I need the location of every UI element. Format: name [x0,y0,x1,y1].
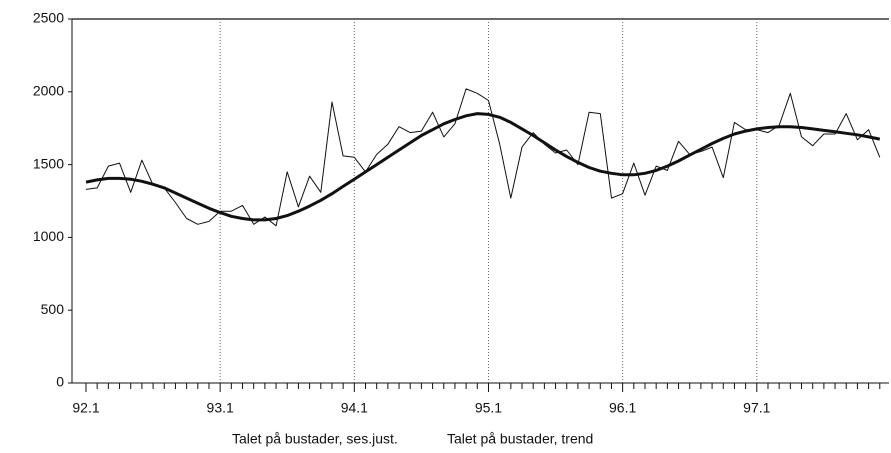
x-tick-label: 97.1 [743,400,770,416]
y-tick-label: 2500 [33,10,64,26]
legend-label: Talet på bustader, trend [447,431,593,447]
x-tick-label: 94.1 [341,400,368,416]
series-line [85,112,881,222]
x-tick-label: 95.1 [475,400,502,416]
y-tick-label: 2000 [33,83,64,99]
y-tick-label: 1000 [33,228,64,244]
y-tick-label: 500 [41,301,65,317]
y-tick-label: 1500 [33,155,64,171]
x-tick-label: 96.1 [609,400,636,416]
legend-label: Talet på bustader, ses.just. [232,431,398,447]
x-tick-label: 92.1 [72,400,99,416]
x-tick-label: 93.1 [207,400,234,416]
y-tick-label: 0 [56,374,64,390]
